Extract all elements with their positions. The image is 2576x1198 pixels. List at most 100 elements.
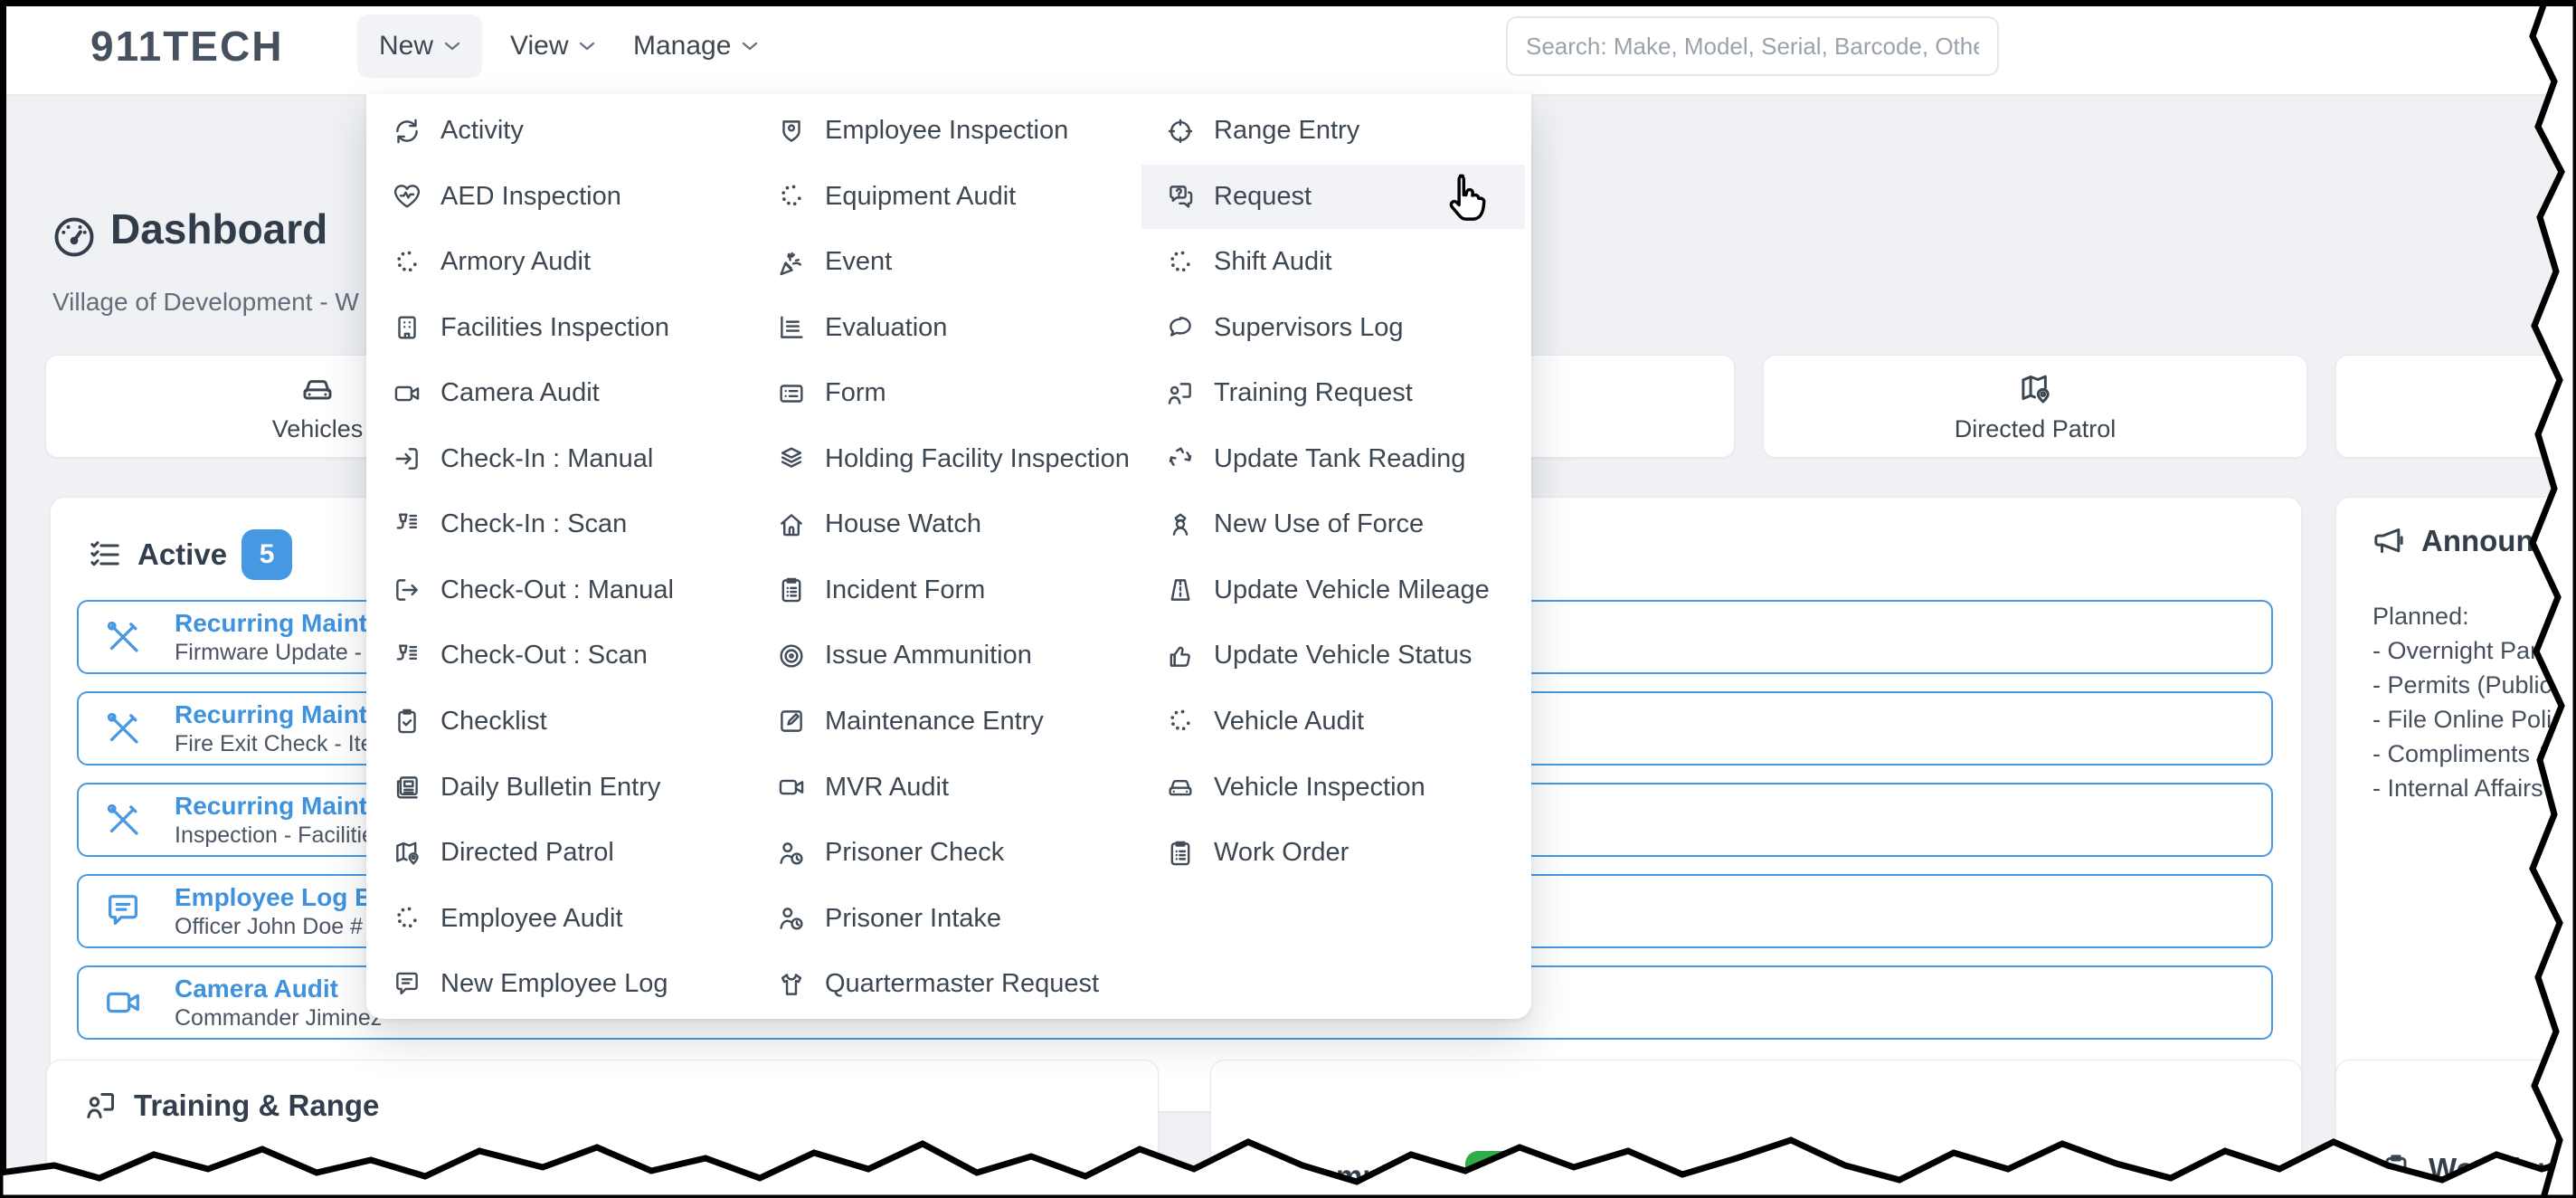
message-lines-icon	[108, 895, 138, 926]
active-item-subtitle: Commander Jiminez	[175, 1005, 383, 1031]
menu-item-issue-ammunition[interactable]: Issue Ammunition	[753, 623, 1136, 688]
tools-icon	[107, 803, 138, 835]
road-icon	[1170, 579, 1190, 602]
stat-card-label: Directed Patrol	[1954, 414, 2117, 442]
menu-item-label: Camera Audit	[440, 378, 600, 408]
menu-item-label: Work Order	[1214, 838, 1350, 868]
menu-item-new-use-of-force[interactable]: New Use of Force	[1141, 492, 1525, 556]
screenshot-border-top	[0, 0, 2576, 6]
menu-item-event[interactable]: Event	[753, 230, 1136, 294]
menu-item-check-in-manual[interactable]: Check-In : Manual	[368, 427, 771, 491]
menu-item-label: Quartermaster Request	[825, 969, 1100, 999]
active-item-subtitle: Inspection - Facilities	[175, 822, 386, 848]
menu-item-training-request[interactable]: Training Request	[1141, 361, 1525, 425]
menu-item-label: Event	[825, 247, 893, 277]
car-icon	[303, 379, 332, 399]
nav-menu-view[interactable]: View	[488, 14, 617, 78]
officer-icon	[1172, 513, 1189, 536]
menu-item-mvr-audit[interactable]: MVR Audit	[753, 756, 1136, 820]
menu-item-checklist[interactable]: Checklist	[368, 689, 771, 754]
recycle-icon	[1169, 447, 1192, 467]
nav-menu-manage[interactable]: Manage	[611, 14, 780, 78]
menu-item-update-vehicle-status[interactable]: Update Vehicle Status	[1141, 623, 1525, 688]
menu-item-evaluation[interactable]: Evaluation	[753, 296, 1136, 360]
menu-item-maintenance-entry[interactable]: Maintenance Entry	[753, 689, 1136, 754]
menu-item-employee-inspection[interactable]: Employee Inspection	[753, 99, 1136, 163]
checklist-icon	[90, 541, 119, 566]
menu-item-directed-patrol[interactable]: Directed Patrol	[368, 821, 771, 885]
announcement-line: - Permits (Public P	[2372, 671, 2575, 699]
menu-item-update-vehicle-mileage[interactable]: Update Vehicle Mileage	[1141, 558, 1525, 623]
menu-item-label: Request	[1214, 181, 1312, 211]
menu-item-house-watch[interactable]: House Watch	[753, 492, 1136, 556]
menu-item-facilities-inspection[interactable]: Facilities Inspection	[368, 296, 771, 360]
training-panel: Training & Range No training or range it…	[46, 1060, 1159, 1198]
menu-item-update-tank-reading[interactable]: Update Tank Reading	[1141, 427, 1525, 491]
announcements-title: Announcements	[2421, 524, 2576, 557]
tools-icon	[107, 621, 138, 652]
menu-item-check-out-manual[interactable]: Check-Out : Manual	[368, 558, 771, 623]
menu-item-prisoner-intake[interactable]: Prisoner Intake	[753, 887, 1136, 951]
dots-audit-icon	[1170, 251, 1190, 271]
menu-item-form[interactable]: Form	[753, 361, 1136, 425]
menu-item-equipment-audit[interactable]: Equipment Audit	[753, 165, 1136, 229]
tshirt-icon	[781, 973, 802, 995]
chevron-down-icon	[743, 42, 758, 51]
menu-item-label: Check-In : Scan	[440, 509, 628, 539]
menu-item-label: Daily Bulletin Entry	[440, 772, 661, 802]
menu-item-activity[interactable]: Activity	[368, 99, 771, 163]
menu-item-label: Armory Audit	[440, 247, 591, 277]
nav-menu-label: New	[379, 31, 434, 61]
stat-card-directed-patrol[interactable]: Directed Patrol	[1763, 355, 2307, 458]
active-item-link[interactable]: Camera Audit	[175, 975, 339, 1003]
menu-item-label: Directed Patrol	[440, 838, 614, 868]
training-title: Training & Range	[134, 1089, 380, 1122]
top-navbar: 911TECH New View Manage	[0, 0, 2576, 96]
announcement-line: - Compliments & C	[2372, 740, 2576, 767]
party-icon	[780, 252, 802, 275]
dots-audit-icon	[781, 185, 801, 206]
menu-item-camera-audit[interactable]: Camera Audit	[368, 361, 771, 425]
workflow-clipboard-icon	[2385, 1155, 2407, 1184]
menu-item-range-entry[interactable]: Range Entry	[1141, 99, 1525, 163]
menu-item-incident-form[interactable]: Incident Form	[753, 558, 1136, 623]
nav-menu-new[interactable]: New	[357, 14, 483, 78]
mouse-pointer-cursor	[1449, 174, 1486, 221]
menu-item-shift-audit[interactable]: Shift Audit	[1141, 230, 1525, 294]
menu-item-label: Check-In : Manual	[440, 443, 654, 473]
completed-count-badge: 18	[1464, 1151, 1520, 1198]
arrow-out-icon	[396, 579, 418, 602]
menu-item-label: Update Tank Reading	[1214, 443, 1466, 473]
workflow-panel: Workflow	[2335, 1060, 2576, 1198]
menu-item-daily-bulletin-entry[interactable]: Daily Bulletin Entry	[368, 756, 771, 820]
menu-item-check-out-scan[interactable]: Check-Out : Scan	[368, 623, 771, 688]
target-rings-icon	[780, 644, 803, 668]
menu-item-label: Incident Form	[825, 575, 986, 604]
menu-item-work-order[interactable]: Work Order	[1141, 821, 1525, 885]
page-title: Dashboard	[110, 205, 328, 252]
menu-item-prisoner-check[interactable]: Prisoner Check	[753, 821, 1136, 885]
menu-item-check-in-scan[interactable]: Check-In : Scan	[368, 492, 771, 556]
menu-item-new-employee-log[interactable]: New Employee Log	[368, 952, 771, 1016]
search-input[interactable]	[1506, 16, 1999, 76]
workflow-title: Workflow	[2429, 1152, 2562, 1185]
menu-item-holding-facility-inspection[interactable]: Holding Facility Inspection	[753, 427, 1136, 491]
page-subtitle: Village of Development - W	[52, 288, 359, 316]
announcements-panel: Announcements Planned: - Overnight Parkin…	[2335, 497, 2576, 1112]
tools-icon	[107, 712, 138, 744]
menu-item-vehicle-inspection[interactable]: Vehicle Inspection	[1141, 756, 1525, 820]
menu-item-quartermaster-request[interactable]: Quartermaster Request	[753, 952, 1136, 1016]
menu-item-armory-audit[interactable]: Armory Audit	[368, 230, 771, 294]
menu-item-employee-audit[interactable]: Employee Audit	[368, 887, 771, 951]
menu-item-label: Check-Out : Scan	[440, 641, 648, 670]
newspaper-icon	[396, 776, 418, 799]
menu-item-vehicle-audit[interactable]: Vehicle Audit	[1141, 689, 1525, 754]
clipboard-list-icon	[781, 578, 801, 603]
clipboard-check-icon	[398, 709, 416, 734]
menu-item-aed-inspection[interactable]: AED Inspection	[368, 165, 771, 229]
stat-card-inc[interactable]: Inc	[2335, 355, 2576, 458]
active-item-text: Recurring Maintenance Fire Exit Check - …	[175, 699, 455, 757]
menu-item-supervisors-log[interactable]: Supervisors Log	[1141, 296, 1525, 360]
video-icon	[779, 779, 804, 795]
